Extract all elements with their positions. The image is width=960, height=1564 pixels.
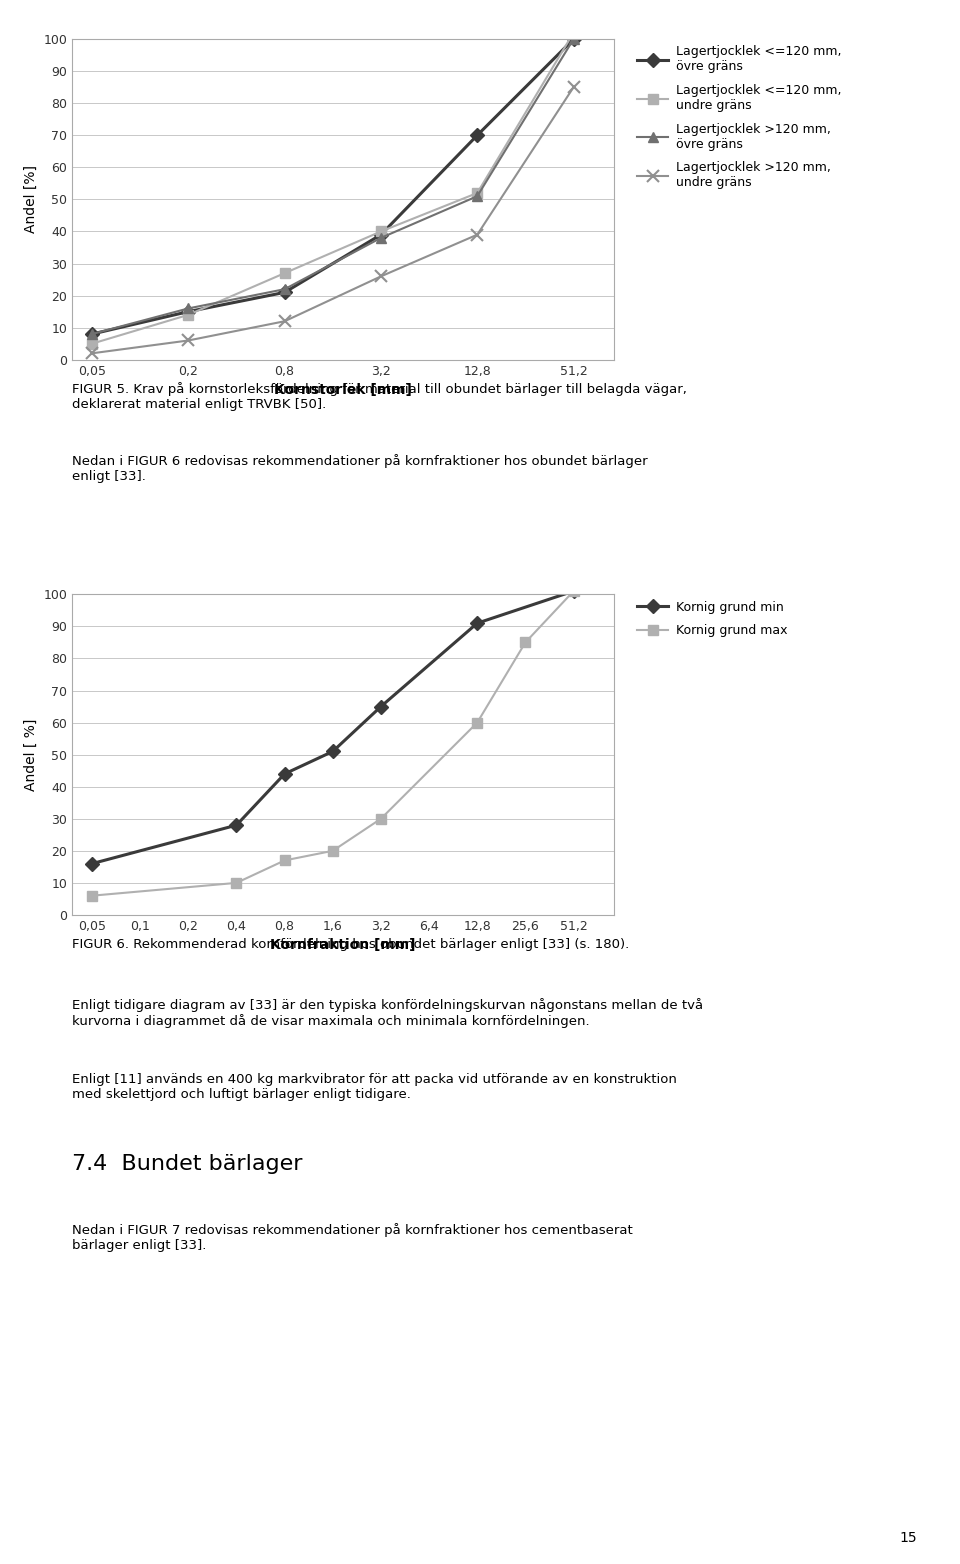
X-axis label: Kornstorlek [mm]: Kornstorlek [mm] xyxy=(275,383,412,397)
Kornig grund max xyxy=(567,582,579,601)
Line: Lagertjocklek >120 mm,
undre gräns: Lagertjocklek >120 mm, undre gräns xyxy=(85,81,580,360)
Kornig grund min xyxy=(471,613,483,632)
Lagertjocklek >120 mm,
övre gräns xyxy=(375,228,387,247)
Lagertjocklek >120 mm,
undre gräns xyxy=(567,78,579,97)
Lagertjocklek <=120 mm,
undre gräns xyxy=(567,23,579,42)
Text: Enligt [11] används en 400 kg markvibrator för att packa vid utförande av en kon: Enligt [11] används en 400 kg markvibrat… xyxy=(72,1073,677,1101)
Kornig grund min xyxy=(86,854,98,873)
Lagertjocklek >120 mm,
undre gräns xyxy=(182,332,194,350)
Lagertjocklek >120 mm,
övre gräns xyxy=(182,299,194,317)
Kornig grund max xyxy=(278,851,290,870)
Lagertjocklek <=120 mm,
undre gräns xyxy=(182,305,194,324)
Text: FIGUR 6. Rekommenderad kornfördelning hos obundet bärlager enligt [33] (s. 180).: FIGUR 6. Rekommenderad kornfördelning ho… xyxy=(72,938,629,951)
Text: Nedan i FIGUR 7 redovisas rekommendationer på kornfraktioner hos cementbaserat
b: Nedan i FIGUR 7 redovisas rekommendation… xyxy=(72,1223,633,1253)
Kornig grund min xyxy=(567,582,579,601)
Lagertjocklek <=120 mm,
övre gräns xyxy=(86,325,98,344)
Lagertjocklek <=120 mm,
övre gräns xyxy=(567,30,579,48)
Kornig grund min xyxy=(375,698,387,716)
Lagertjocklek <=120 mm,
undre gräns xyxy=(86,335,98,353)
Text: 7.4  Bundet bärlager: 7.4 Bundet bärlager xyxy=(72,1154,302,1175)
Line: Lagertjocklek <=120 mm,
övre gräns: Lagertjocklek <=120 mm, övre gräns xyxy=(87,34,579,339)
Line: Lagertjocklek >120 mm,
övre gräns: Lagertjocklek >120 mm, övre gräns xyxy=(87,34,579,339)
Text: FIGUR 5. Krav på kornstorleksfördelning för material till obundet bärlager till : FIGUR 5. Krav på kornstorleksfördelning … xyxy=(72,382,686,411)
Kornig grund min xyxy=(278,765,290,784)
Legend: Lagertjocklek <=120 mm,
övre gräns, Lagertjocklek <=120 mm,
undre gräns, Lagertj: Lagertjocklek <=120 mm, övre gräns, Lage… xyxy=(636,45,841,189)
Kornig grund max xyxy=(519,633,531,652)
Lagertjocklek >120 mm,
undre gräns xyxy=(86,344,98,363)
Y-axis label: Andel [%]: Andel [%] xyxy=(24,166,37,233)
Text: Enligt tidigare diagram av [33] är den typiska konfördelningskurvan någonstans m: Enligt tidigare diagram av [33] är den t… xyxy=(72,998,703,1028)
Kornig grund max xyxy=(86,887,98,906)
Line: Lagertjocklek <=120 mm,
undre gräns: Lagertjocklek <=120 mm, undre gräns xyxy=(87,28,579,349)
Kornig grund min xyxy=(327,741,339,760)
Lagertjocklek <=120 mm,
undre gräns xyxy=(278,264,290,283)
Lagertjocklek >120 mm,
övre gräns xyxy=(471,186,483,205)
Lagertjocklek <=120 mm,
övre gräns xyxy=(182,302,194,321)
Y-axis label: Andel [ %]: Andel [ %] xyxy=(24,718,37,791)
Lagertjocklek <=120 mm,
övre gräns xyxy=(471,125,483,144)
Lagertjocklek <=120 mm,
undre gräns xyxy=(375,222,387,241)
Legend: Kornig grund min, Kornig grund max: Kornig grund min, Kornig grund max xyxy=(636,601,787,637)
Kornig grund max xyxy=(375,810,387,829)
X-axis label: Kornfraktion [mm]: Kornfraktion [mm] xyxy=(271,938,416,952)
Lagertjocklek <=120 mm,
undre gräns xyxy=(471,183,483,202)
Kornig grund max xyxy=(230,873,242,891)
Lagertjocklek <=120 mm,
övre gräns xyxy=(278,283,290,302)
Lagertjocklek <=120 mm,
övre gräns xyxy=(375,225,387,244)
Text: 15: 15 xyxy=(900,1531,917,1545)
Lagertjocklek >120 mm,
undre gräns xyxy=(375,267,387,286)
Lagertjocklek >120 mm,
övre gräns xyxy=(567,30,579,48)
Text: Nedan i FIGUR 6 redovisas rekommendationer på kornfraktioner hos obundet bärlage: Nedan i FIGUR 6 redovisas rekommendation… xyxy=(72,454,648,483)
Kornig grund min xyxy=(230,816,242,835)
Line: Kornig grund min: Kornig grund min xyxy=(87,586,579,868)
Kornig grund max xyxy=(471,713,483,732)
Kornig grund max xyxy=(327,841,339,860)
Lagertjocklek >120 mm,
undre gräns xyxy=(278,311,290,330)
Lagertjocklek >120 mm,
övre gräns xyxy=(86,325,98,344)
Line: Kornig grund max: Kornig grund max xyxy=(87,586,579,901)
Lagertjocklek >120 mm,
undre gräns xyxy=(471,225,483,244)
Lagertjocklek >120 mm,
övre gräns xyxy=(278,280,290,299)
